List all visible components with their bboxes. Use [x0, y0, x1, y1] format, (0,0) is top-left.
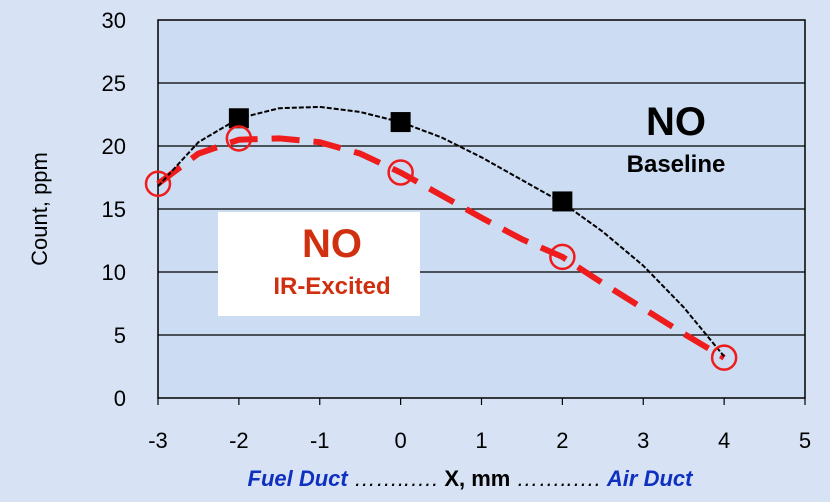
- y-axis-label: Count, ppm: [27, 152, 52, 266]
- data-point-ir-excited: [387, 159, 414, 186]
- footer-dots-left: ……..….: [354, 466, 444, 491]
- data-point-ir-excited: [710, 344, 738, 371]
- x-axis-label-line: Fuel Duct ……..…. X, mm ……..…. Air Duct: [248, 466, 695, 491]
- data-point-baseline: [390, 112, 411, 133]
- footer-air-duct: Air Duct: [606, 466, 694, 491]
- y-tick-label: 5: [114, 323, 126, 348]
- data-point-ir-excited: [549, 243, 576, 271]
- data-point-ir-excited: [144, 170, 172, 198]
- annotation-excited-title: NO: [302, 222, 362, 266]
- y-tick-label: 15: [102, 197, 126, 222]
- x-axis-label: X, mm: [444, 466, 516, 491]
- x-tick-label: -1: [310, 428, 330, 453]
- x-tick-label: 1: [475, 428, 487, 453]
- y-tick-label: 10: [102, 260, 126, 285]
- y-tick-label: 20: [102, 134, 126, 159]
- footer-dots-right: ……..….: [516, 466, 606, 491]
- annotation-excited-sub: IR-Excited: [273, 273, 390, 300]
- annotation-baseline-title: NO: [646, 100, 706, 144]
- x-tick-label: 0: [395, 428, 407, 453]
- series-line-ir-excited: [156, 135, 726, 361]
- data-point-baseline: [552, 191, 573, 212]
- data-point-ir-excited: [225, 125, 253, 152]
- x-tick-label: -3: [148, 428, 168, 453]
- footer-fuel-duct: Fuel Duct: [248, 466, 354, 491]
- annotation-box: [218, 212, 420, 316]
- x-tick-label: -2: [229, 428, 249, 453]
- y-tick-label: 0: [114, 386, 126, 411]
- data-point-baseline: [228, 108, 249, 129]
- series-line-baseline: [157, 105, 725, 358]
- x-tick-label: 3: [637, 428, 649, 453]
- y-tick-label: 25: [102, 71, 126, 96]
- x-tick-label: 4: [718, 428, 730, 453]
- annotation-baseline-sub: Baseline: [627, 151, 726, 178]
- x-tick-label: 2: [556, 428, 568, 453]
- x-tick-label: 5: [799, 428, 811, 453]
- y-tick-label: 30: [102, 8, 126, 33]
